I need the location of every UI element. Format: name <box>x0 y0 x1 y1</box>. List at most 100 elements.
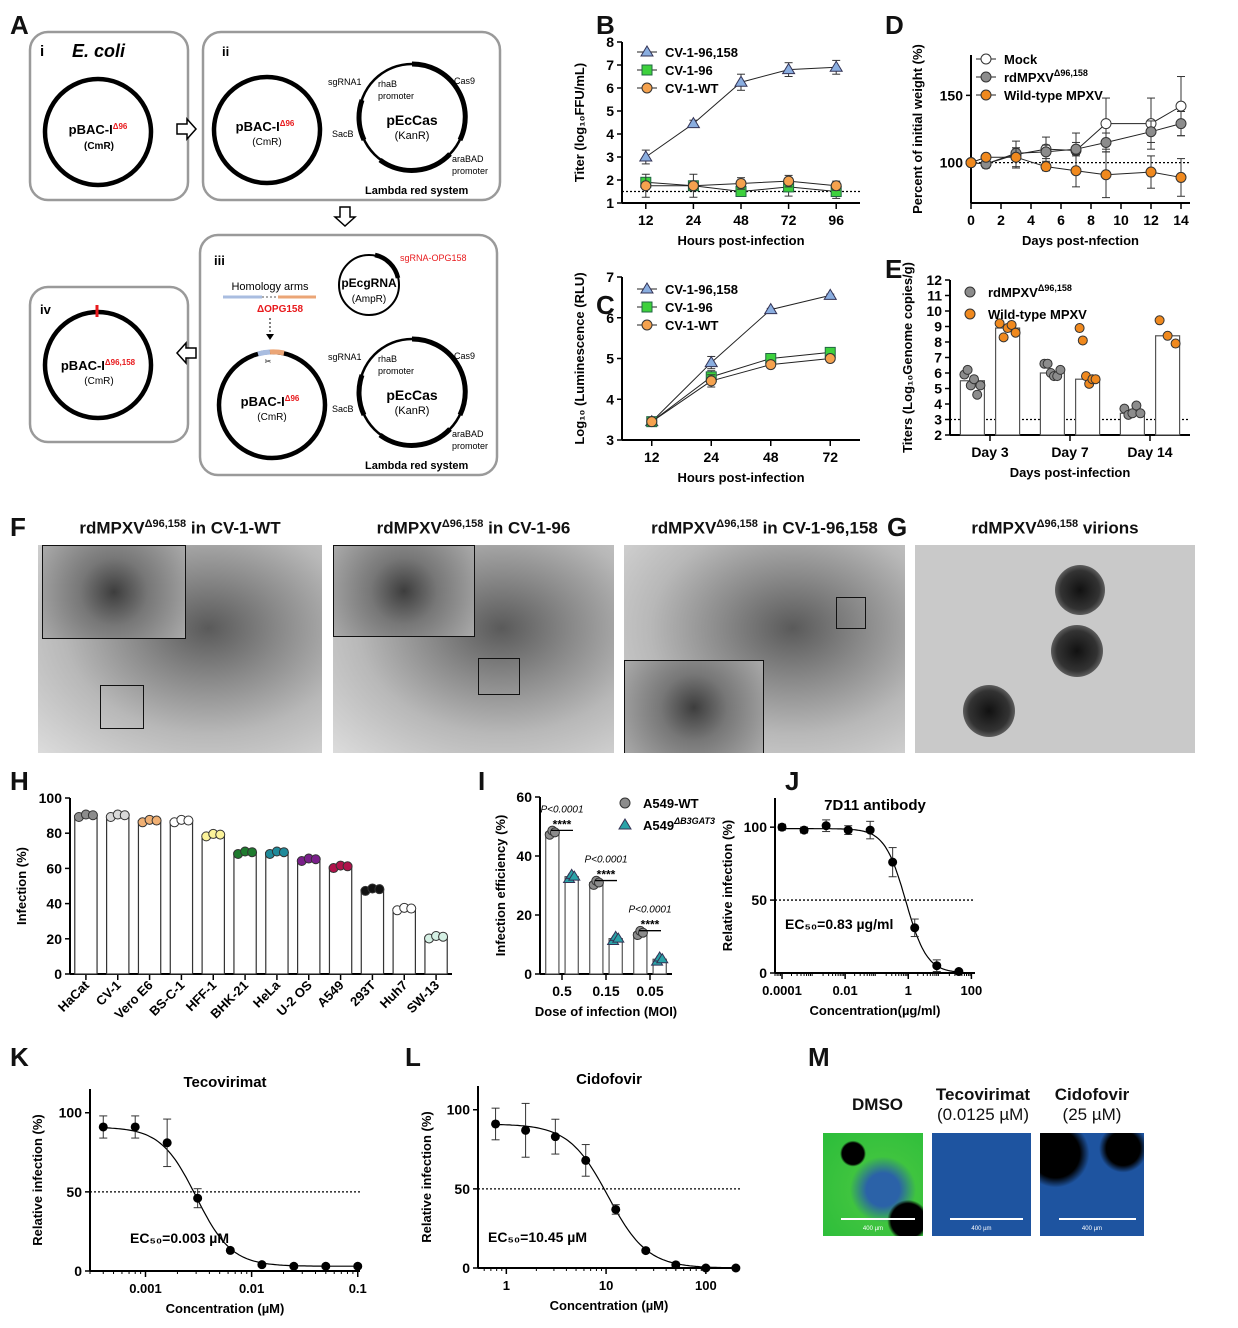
data-point <box>765 359 777 371</box>
y-tick-label: 0 <box>524 966 532 982</box>
pecgrna-plasmid <box>338 254 400 316</box>
chart-c: 3 4 5 6 7 Log₁₀ (Luminescence (RLU) Hours post… <box>572 269 860 485</box>
y-axis-label: Log₁₀ (Luminescence (RLU) <box>572 272 587 444</box>
y-axis-label: Infection (%) <box>14 847 29 925</box>
y-tick-label: 50 <box>751 892 767 908</box>
m-label-tecovirimat: Tecovirimat (0.0125 µM) <box>935 1085 1031 1124</box>
plasmid-label: pBAC-IΔ96 <box>236 119 295 134</box>
y-tick-label: 60 <box>516 789 532 805</box>
data-point <box>638 150 653 162</box>
data-point <box>646 416 658 428</box>
bar <box>1154 335 1181 436</box>
grna-plasmid-label: pEcgRNA <box>341 276 397 290</box>
x-tick-label: 10 <box>1113 212 1129 228</box>
y-tick-label: 3 <box>606 149 614 165</box>
data-point <box>687 180 699 192</box>
x-axis-label: Days post-nfection <box>1022 233 1139 248</box>
data-point <box>781 62 796 75</box>
significance-stars: **** <box>641 918 660 932</box>
data-point <box>1145 166 1157 178</box>
data-point <box>193 1193 203 1203</box>
data-point <box>289 1261 299 1271</box>
em-zoom-box <box>100 685 144 729</box>
replicate-dot <box>183 815 194 826</box>
bar <box>360 888 385 975</box>
data-point <box>98 1122 108 1132</box>
panel-g-title: rdMPXVΔ96,158 virions <box>971 518 1139 538</box>
x-tick-label: 100 <box>961 983 983 998</box>
series-wild-type-mpxv: Wild-type MPXV <box>965 88 1187 199</box>
box-iv-numeral: iv <box>40 302 52 317</box>
x-tick-label: 48 <box>763 449 779 465</box>
replicate-dot <box>87 810 98 821</box>
arrow-down-icon <box>333 206 357 228</box>
legend-text: Mock <box>1004 52 1038 67</box>
x-tick-label: Day 7 <box>1051 444 1089 460</box>
y-tick-label: 100 <box>447 1102 471 1118</box>
panel-letter-f: F <box>10 512 26 542</box>
em-zoom-box <box>836 597 866 629</box>
legend-marker <box>641 301 653 313</box>
organism-label: E. coli <box>72 41 126 61</box>
data-point <box>1100 169 1112 181</box>
data-point <box>257 1260 267 1270</box>
data-point <box>353 1261 363 1271</box>
bar <box>1074 378 1101 436</box>
panel-letter-a: A <box>10 10 29 40</box>
y-tick-label: 9 <box>934 319 942 335</box>
plasmid-label: pBAC-IΔ96 <box>241 394 300 409</box>
x-tick-label: 8 <box>1087 212 1095 228</box>
x-tick-label: 2 <box>997 212 1005 228</box>
cut-site-left <box>257 349 271 357</box>
data-point <box>162 1138 172 1148</box>
x-axis-label: Hours post-infection <box>677 470 804 485</box>
scissors-icon: ✂ <box>265 357 272 366</box>
y-tick-label: 5 <box>606 351 614 367</box>
box-ii-numeral: ii <box>222 44 229 59</box>
replicate-dot <box>969 374 979 385</box>
x-tick-label: 12 <box>638 212 654 228</box>
fluorescence-image-dmso: 400 µm <box>823 1133 923 1236</box>
legend-marker <box>641 319 653 331</box>
legend-label: CV-1-96 <box>665 63 713 78</box>
y-axis-label: Relative infection (%) <box>30 1114 45 1245</box>
replicate-dot <box>406 903 417 914</box>
legend-sup: Δ96,158 <box>1054 68 1088 78</box>
y-axis-label: Titers (Log₁₀Genome copies/g) <box>900 262 915 453</box>
x-tick-label: 1 <box>905 983 912 998</box>
legend-text: CV-1-96,158 <box>665 282 738 297</box>
legend-text: CV-1-96 <box>665 300 713 315</box>
ec50-label: EC₅₀=0.003 µM <box>130 1230 229 1246</box>
series-cv-1-wt: CV-1-WT <box>637 81 842 198</box>
fluorescence-image-tecovirimat: 400 µm <box>932 1133 1031 1236</box>
data-point <box>799 825 809 835</box>
sgrna1-label: sgRNA1 <box>328 77 362 87</box>
y-tick-label: 7 <box>606 57 614 73</box>
bar <box>201 834 225 975</box>
replicate-dot <box>1006 319 1017 330</box>
replicate-dot <box>962 364 973 375</box>
x-tick-label: 293T <box>347 977 379 1009</box>
replicate-dot <box>310 854 321 865</box>
data-point <box>1175 171 1187 183</box>
data-point <box>611 1204 621 1214</box>
x-axis-label: Concentration (µM) <box>550 1298 669 1313</box>
sgrna-segment <box>374 252 401 279</box>
x-tick-label: 14 <box>1173 212 1189 228</box>
plasmid-circle <box>42 76 154 188</box>
y-tick-label: 8 <box>606 34 614 50</box>
plasmid-label: pBAC-IΔ96,158 <box>61 358 136 373</box>
data-point <box>783 175 795 187</box>
virion <box>1055 565 1105 615</box>
legend-label: CV-1-WT <box>665 81 719 96</box>
replicate-dot <box>972 389 983 400</box>
y-tick-label: 6 <box>606 80 614 96</box>
arabad-label: araBAD <box>452 429 484 439</box>
plasmid-circle <box>211 74 323 186</box>
y-tick-label: 100 <box>744 819 768 835</box>
em-image-cv1-96-158 <box>624 545 905 753</box>
y-tick-label: 20 <box>46 931 62 947</box>
legend-label: CV-1-WT <box>665 318 719 333</box>
data-point <box>705 375 717 387</box>
